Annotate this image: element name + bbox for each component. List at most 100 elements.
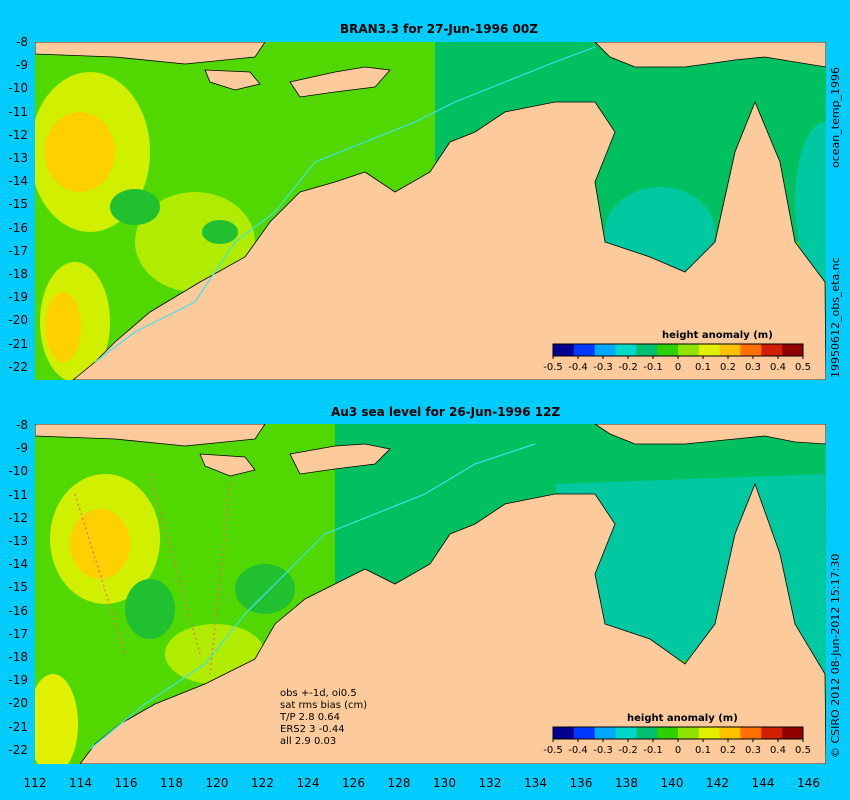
anomaly-low-mid	[125, 579, 175, 639]
colorbar-tick-label: 0	[675, 745, 681, 756]
bottom-colorbar-title: height anomaly (m)	[627, 713, 738, 724]
x-tick-label: 132	[478, 776, 502, 790]
anomaly-peak-west	[70, 509, 130, 579]
australia-land	[79, 482, 827, 765]
sumba-island	[199, 453, 256, 477]
colorbar-segment	[553, 344, 575, 356]
top-y-tick-label: -18	[8, 267, 28, 281]
colorbar-tick-label: -0.5	[543, 745, 563, 756]
bottom-y-tick-label: -14	[8, 557, 28, 572]
top-y-tick-label: -11	[8, 104, 28, 119]
bottom-y-tick-label: -11	[8, 487, 28, 502]
colorbar-segment	[594, 344, 616, 356]
x-tick-label: 114	[69, 776, 92, 790]
colorbar-segment	[573, 344, 596, 356]
colorbar-tick-label: -0.2	[618, 362, 638, 373]
colorbar-tick-label: 0.2	[720, 745, 736, 756]
top-y-tick-label: -9	[16, 58, 28, 73]
colorbar-segment	[698, 727, 721, 739]
colorbar-tick-label: 0.5	[795, 745, 811, 756]
colorbar-tick-label: 0	[675, 362, 681, 373]
top-y-tick-label: -20	[8, 313, 28, 328]
colorbar-segment	[636, 344, 658, 356]
colorbar-tick-label: 0.4	[770, 362, 786, 373]
bottom-y-tick-label: -13	[8, 534, 28, 548]
x-tick-label: 122	[251, 776, 274, 790]
stats-line: obs +-1d, oi0.5	[280, 688, 357, 699]
x-tick-label: 138	[615, 776, 638, 790]
anomaly-high-sw	[28, 674, 78, 774]
bottom-colorbar: -0.5 -0.4 -0.3 -0.2 -0.1 0 0.1 0.2 0.3 0.4 0.5	[543, 726, 811, 756]
colorbar-tick-label: 0.2	[720, 362, 736, 373]
shelf-break-line	[94, 46, 596, 363]
bottom-y-tick-label: -20	[8, 696, 28, 711]
top-y-tick-label: -15	[8, 197, 28, 212]
top-map-panel: height anomaly (m) -0.5 -0.4 -0.3 -0.2 -0.1 0…	[30, 41, 850, 382]
bottom-map-panel: obs +-1d, oi0.5 sat rms bias (cm) T/P 2.…	[28, 423, 827, 774]
colorbar-segment	[719, 344, 741, 356]
colorbar-segment	[553, 727, 575, 739]
stats-line: T/P 2.8 0.64	[279, 712, 340, 723]
colorbar-tick-label: -0.2	[618, 745, 638, 756]
x-tick-label: 128	[387, 776, 411, 790]
new-guinea	[593, 423, 827, 445]
side-text-top-file: 19950612_obs_eta.nc	[829, 257, 842, 378]
side-text-top-dataset: ocean_temp_1996	[829, 66, 842, 168]
java-coast	[34, 41, 266, 65]
top-y-tick-label: -13	[8, 151, 28, 165]
timor-island	[289, 443, 391, 475]
x-tick-label: 140	[660, 776, 684, 790]
anomaly-low-mid2	[202, 220, 238, 244]
bottom-y-tick-label: -15	[8, 580, 28, 595]
colorbar-tick-label: -0.3	[593, 745, 613, 756]
stats-block: obs +-1d, oi0.5 sat rms bias (cm) T/P 2.…	[279, 688, 367, 747]
anomaly-peak-west	[45, 112, 115, 192]
colorbar-segment	[678, 727, 700, 739]
colorbar-tick-label: 0.4	[770, 745, 786, 756]
colorbar-segment	[719, 727, 741, 739]
x-tick-label: 134	[524, 776, 547, 790]
colorbar-tick-label: -0.5	[543, 362, 563, 373]
colorbar-segment	[657, 344, 679, 356]
bottom-y-tick-label: -18	[8, 650, 28, 664]
bottom-y-tick-label: -10	[8, 464, 28, 479]
top-y-tick-label: -17	[8, 243, 28, 258]
bottom-y-tick-label: -8	[16, 418, 28, 432]
colorbar-segment	[573, 727, 596, 739]
top-y-tick-label: -19	[8, 290, 28, 305]
colorbar-tick-label: 0.5	[795, 362, 811, 373]
bottom-map-canvas: obs +-1d, oi0.5 sat rms bias (cm) T/P 2.…	[28, 423, 827, 774]
anomaly-low-mid2	[235, 564, 295, 614]
colorbar-segment	[740, 727, 762, 739]
top-y-tick-label: -16	[8, 220, 28, 235]
anomaly-low-mid	[110, 189, 160, 225]
java-coast	[34, 423, 266, 447]
anomaly-mid	[135, 192, 255, 292]
sumba-island	[204, 69, 261, 91]
top-colorbar: -0.5 -0.4 -0.3 -0.2 -0.1 0 0.1 0.2 0.3 0.4 0.5	[543, 343, 811, 373]
bottom-y-tick-label: -16	[8, 603, 28, 618]
stats-line: sat rms bias (cm)	[280, 700, 367, 711]
x-tick-label: 130	[433, 776, 456, 790]
colorbar-segment	[698, 344, 721, 356]
stats-line: all 2.9 0.03	[280, 736, 336, 747]
bottom-y-tick-label: -12	[8, 510, 28, 525]
top-y-tick-label: -10	[8, 81, 28, 96]
colorbar-segment	[761, 727, 783, 739]
top-y-tick-label: -22	[8, 359, 28, 374]
satellite-track-3	[209, 483, 231, 675]
satellite-track-2	[149, 473, 201, 655]
x-tick-label: 144	[751, 776, 775, 790]
colorbar-tick-label: -0.1	[643, 362, 663, 373]
top-y-tick-label: -21	[8, 336, 28, 351]
bottom-y-tick-label: -21	[8, 719, 28, 734]
x-tick-label: 142	[706, 776, 729, 790]
australia-land	[71, 100, 827, 381]
bottom-y-tick-label: -22	[8, 742, 28, 757]
colorbar-segment	[740, 344, 762, 356]
stats-line: ERS2 3 -0.44	[280, 724, 345, 735]
colorbar-tick-label: -0.1	[643, 745, 663, 756]
top-y-tick-label: -14	[8, 174, 28, 189]
side-text-copyright: © CSIRO 2012 08-Jun-2012 15:17:30	[829, 553, 842, 758]
colorbar-tick-label: -0.4	[568, 362, 588, 373]
